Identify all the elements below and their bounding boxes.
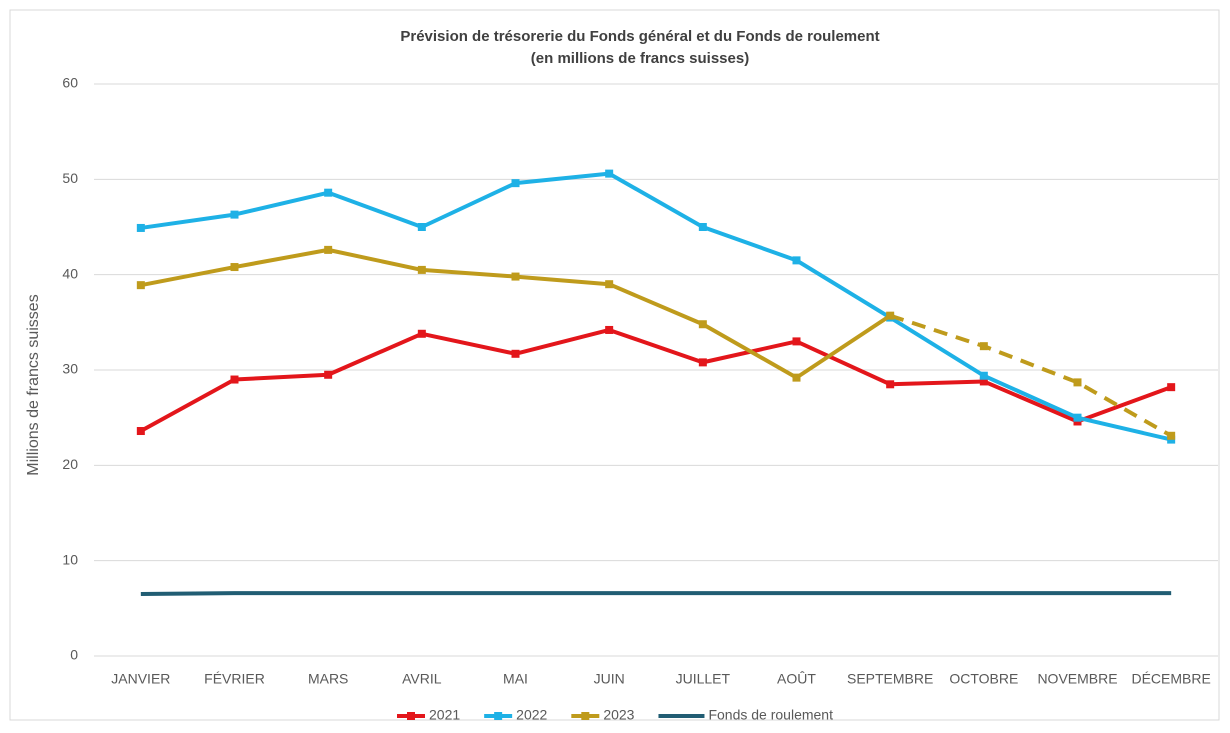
legend-label: 2021 [429,707,460,723]
marker [605,280,614,289]
x-tick-label: OCTOBRE [949,671,1018,687]
marker [136,281,145,290]
marker [1073,413,1082,422]
series-line [140,171,1172,442]
marker [417,329,426,338]
marker [979,377,988,386]
y-tick-label: 50 [62,170,78,186]
marker [1073,378,1082,387]
marker [1167,431,1176,440]
legend-marker [581,712,590,720]
x-tick-label: JANVIER [111,671,170,687]
x-tick-label: MAI [503,671,528,687]
marker [324,245,333,254]
chart-border [9,9,1220,721]
marker [1167,383,1176,392]
marker [698,223,707,231]
marker [417,265,426,274]
marker [136,223,145,232]
marker [886,311,895,320]
x-tick-label: AOÛT [777,671,816,687]
y-axis-label: Millions de francs suisses [25,294,42,475]
marker [886,380,895,389]
x-tick-label: DÉCEMBRE [1131,671,1210,687]
legend-marker [494,712,503,720]
series-line [889,313,1173,438]
y-tick-label: 0 [70,647,78,663]
marker [792,337,801,346]
marker [979,342,988,351]
x-tick-label: MARS [308,671,348,687]
marker [230,263,239,272]
x-tick-label: SEPTEMBRE [847,671,933,687]
x-tick-label: NOVEMBRE [1037,671,1117,687]
legend-label: 2022 [516,707,547,723]
marker [698,320,707,329]
marker [511,349,520,358]
marker [605,325,614,334]
y-tick-label: 60 [62,75,78,91]
marker [136,427,145,436]
y-tick-label: 10 [62,551,78,567]
legend-marker [407,712,415,720]
y-tick-label: 30 [62,361,78,377]
marker [511,179,520,188]
chart-title: Prévision de trésorerie du Fonds général… [400,28,879,45]
marker [792,256,801,265]
chart-subtitle: (en millions de francs suisses) [531,50,749,67]
marker [698,358,707,367]
y-tick-label: 40 [62,265,78,281]
x-tick-label: JUILLET [676,671,731,687]
marker [979,371,988,380]
legend-label: 2023 [603,707,634,723]
x-tick-label: JUIN [594,671,625,687]
marker [511,272,520,281]
marker [792,373,801,382]
marker [230,210,239,219]
marker [417,223,426,231]
marker [324,370,333,379]
series-line [139,327,1172,433]
y-tick-label: 20 [62,456,78,472]
series-line [140,591,1172,597]
legend-label: Fonds de roulement [708,707,833,723]
marker [230,375,239,384]
marker [324,188,333,197]
x-tick-label: FÉVRIER [204,671,265,687]
x-tick-label: AVRIL [402,671,442,687]
marker [605,169,614,178]
